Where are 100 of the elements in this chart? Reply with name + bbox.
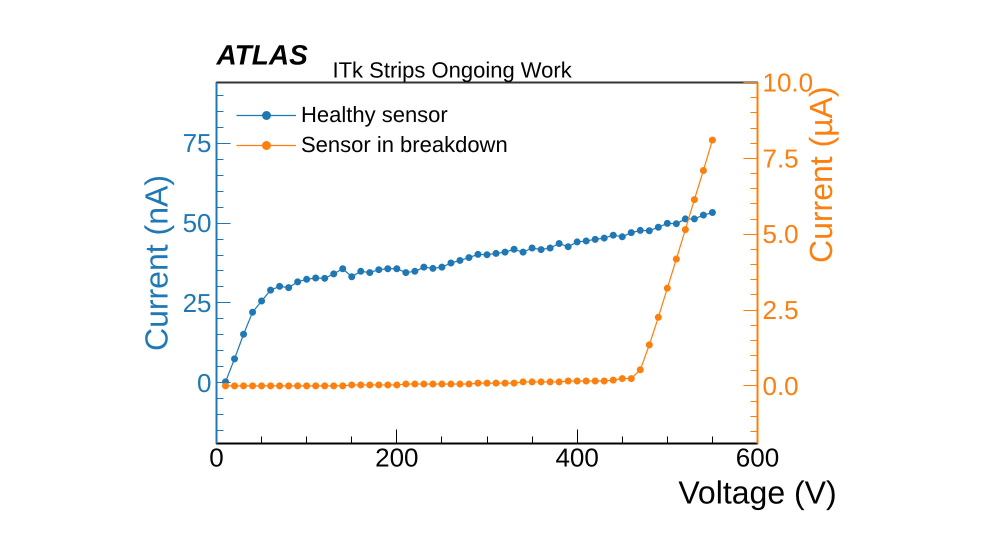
point (520, 378, 527, 386)
point (285, 284, 292, 292)
point (384, 381, 392, 388)
point (348, 381, 356, 388)
point (402, 380, 410, 388)
point (564, 243, 572, 250)
point (672, 256, 680, 263)
point (600, 234, 608, 242)
point (628, 229, 635, 236)
point (538, 378, 545, 386)
point (294, 278, 302, 286)
point (276, 282, 284, 290)
point (465, 380, 472, 388)
point (357, 268, 364, 275)
point (420, 264, 428, 271)
point (654, 224, 662, 231)
point (339, 382, 346, 390)
point (528, 244, 536, 252)
point (582, 378, 590, 384)
point (592, 236, 599, 243)
point (520, 248, 527, 256)
y2-tick-label: 5.0 (762, 219, 799, 250)
point (502, 248, 509, 256)
point (556, 240, 563, 248)
point (636, 226, 644, 234)
point (628, 375, 635, 382)
y2-tick-label: 7.5 (762, 143, 799, 174)
point (690, 196, 698, 204)
point (546, 378, 554, 386)
point (402, 269, 410, 276)
point (267, 286, 274, 294)
point (700, 166, 707, 174)
point (690, 215, 698, 222)
point (321, 274, 328, 282)
point (339, 265, 346, 272)
point (474, 250, 482, 258)
point (510, 246, 518, 253)
point (708, 209, 716, 216)
point (582, 237, 590, 244)
point (294, 382, 302, 390)
legend-label: Sensor in breakdown (301, 132, 508, 158)
point (682, 226, 689, 234)
point (646, 341, 653, 348)
point (682, 215, 689, 222)
point (447, 260, 454, 266)
point (600, 378, 608, 384)
point (312, 274, 320, 282)
point (708, 136, 716, 144)
point (672, 220, 680, 228)
point (610, 376, 617, 384)
y-tick-label: 0 (197, 368, 212, 398)
point (258, 382, 266, 390)
point (357, 381, 364, 388)
point (366, 381, 374, 388)
chart-subtitle: ITk Strips Ongoing Work (332, 58, 573, 82)
y-tick-label: 25 (182, 288, 212, 318)
y2-tick-label: 0.0 (762, 370, 799, 401)
point (564, 378, 572, 384)
y-tick-label: 50 (182, 208, 212, 238)
point (393, 381, 400, 388)
point (330, 382, 338, 390)
x-tick-label: 600 (736, 442, 780, 472)
x-tick-label: 400 (555, 442, 599, 472)
point (492, 250, 500, 257)
point (348, 273, 356, 280)
point (592, 378, 599, 384)
point (510, 380, 518, 387)
point (321, 382, 328, 390)
point (654, 314, 662, 321)
point (330, 270, 338, 278)
point (700, 212, 707, 219)
point (456, 380, 464, 388)
point (438, 264, 446, 271)
point (276, 382, 284, 390)
point (375, 266, 382, 274)
y-axis-title: Current (nA) (138, 174, 175, 352)
point (556, 378, 563, 386)
point (249, 308, 256, 316)
chart-title: ATLAS (216, 40, 308, 70)
point (610, 232, 617, 239)
point (366, 269, 374, 276)
point (411, 268, 418, 275)
point (384, 265, 392, 272)
point (222, 382, 230, 390)
point (231, 382, 238, 390)
y2-tick-label: 2.5 (762, 295, 799, 326)
point (303, 382, 310, 390)
x-axis-title: Voltage (V) (678, 474, 837, 510)
point (484, 380, 490, 387)
point (375, 381, 382, 388)
point (538, 246, 545, 254)
point (646, 227, 653, 234)
point (474, 380, 482, 387)
point (285, 382, 292, 390)
point (456, 256, 464, 264)
point (429, 380, 436, 388)
point (258, 298, 266, 305)
point (447, 380, 454, 388)
y-tick-label: 75 (182, 128, 212, 158)
point (303, 276, 310, 283)
